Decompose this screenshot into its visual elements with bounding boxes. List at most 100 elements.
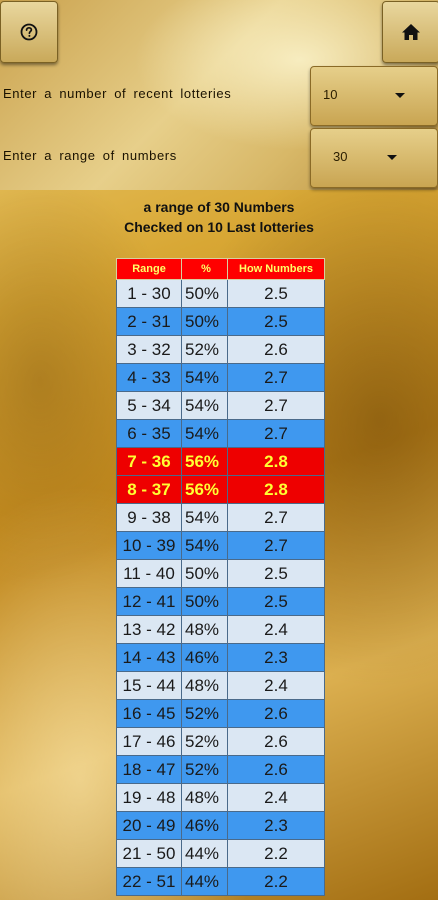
table-row: 9 - 38 54% 2.7 bbox=[116, 503, 325, 532]
how-numbers-cell: 2.6 bbox=[227, 755, 325, 784]
range-cell: 1 - 30 bbox=[116, 279, 182, 308]
percent-cell: 46% bbox=[181, 811, 228, 840]
table-body: 1 - 30 50% 2.5 2 - 31 50% 2.5 3 - 32 52% 2.6 4 - … bbox=[116, 279, 325, 896]
chevron-down-icon bbox=[387, 155, 397, 160]
percent-cell: 44% bbox=[181, 839, 228, 868]
range-dropdown[interactable]: 30 bbox=[310, 128, 438, 188]
range-cell: 5 - 34 bbox=[116, 391, 182, 420]
table-header-row: Range % How Numbers bbox=[116, 258, 325, 280]
table-row: 22 - 51 44% 2.2 bbox=[116, 867, 325, 896]
table-row: 20 - 49 46% 2.3 bbox=[116, 811, 325, 840]
chevron-down-icon bbox=[395, 93, 405, 98]
percent-cell: 54% bbox=[181, 391, 228, 420]
percent-cell: 52% bbox=[181, 335, 228, 364]
how-numbers-cell: 2.7 bbox=[227, 391, 325, 420]
how-numbers-cell: 2.3 bbox=[227, 811, 325, 840]
table-row: 8 - 37 56% 2.8 bbox=[116, 475, 325, 504]
how-numbers-cell: 2.7 bbox=[227, 531, 325, 560]
percent-cell: 50% bbox=[181, 307, 228, 336]
how-numbers-cell: 2.6 bbox=[227, 335, 325, 364]
how-numbers-cell: 2.8 bbox=[227, 475, 325, 504]
table-row: 10 - 39 54% 2.7 bbox=[116, 531, 325, 560]
range-cell: 13 - 42 bbox=[116, 615, 182, 644]
table-row: 2 - 31 50% 2.5 bbox=[116, 307, 325, 336]
how-numbers-cell: 2.7 bbox=[227, 363, 325, 392]
home-button[interactable] bbox=[382, 1, 438, 63]
header-percent: % bbox=[181, 258, 228, 280]
how-numbers-cell: 2.7 bbox=[227, 503, 325, 532]
table-row: 11 - 40 50% 2.5 bbox=[116, 559, 325, 588]
table-row: 15 - 44 48% 2.4 bbox=[116, 671, 325, 700]
range-label: Enter a range of numbers bbox=[3, 148, 177, 163]
header-how-numbers: How Numbers bbox=[227, 258, 325, 280]
range-cell: 19 - 48 bbox=[116, 783, 182, 812]
range-cell: 18 - 47 bbox=[116, 755, 182, 784]
how-numbers-cell: 2.8 bbox=[227, 447, 325, 476]
summary-line-2: Checked on 10 Last lotteries bbox=[124, 219, 314, 235]
percent-cell: 48% bbox=[181, 783, 228, 812]
table-row: 6 - 35 54% 2.7 bbox=[116, 419, 325, 448]
range-cell: 3 - 32 bbox=[116, 335, 182, 364]
percent-cell: 56% bbox=[181, 475, 228, 504]
recent-lotteries-label: Enter a number of recent lotteries bbox=[3, 86, 232, 101]
percent-cell: 48% bbox=[181, 615, 228, 644]
table-row: 18 - 47 52% 2.6 bbox=[116, 755, 325, 784]
percent-cell: 46% bbox=[181, 643, 228, 672]
recent-lotteries-value: 10 bbox=[323, 87, 338, 102]
how-numbers-cell: 2.2 bbox=[227, 839, 325, 868]
range-cell: 11 - 40 bbox=[116, 559, 182, 588]
how-numbers-cell: 2.5 bbox=[227, 559, 325, 588]
how-numbers-cell: 2.6 bbox=[227, 699, 325, 728]
table-row: 14 - 43 46% 2.3 bbox=[116, 643, 325, 672]
results-table: Range % How Numbers 1 - 30 50% 2.5 2 - 31 50… bbox=[116, 258, 325, 896]
range-value: 30 bbox=[333, 149, 348, 164]
range-cell: 7 - 36 bbox=[116, 447, 182, 476]
percent-cell: 56% bbox=[181, 447, 228, 476]
range-cell: 15 - 44 bbox=[116, 671, 182, 700]
range-cell: 14 - 43 bbox=[116, 643, 182, 672]
table-row: 12 - 41 50% 2.5 bbox=[116, 587, 325, 616]
range-cell: 17 - 46 bbox=[116, 727, 182, 756]
range-cell: 22 - 51 bbox=[116, 867, 182, 896]
range-cell: 16 - 45 bbox=[116, 699, 182, 728]
percent-cell: 52% bbox=[181, 755, 228, 784]
percent-cell: 48% bbox=[181, 671, 228, 700]
range-cell: 8 - 37 bbox=[116, 475, 182, 504]
how-numbers-cell: 2.5 bbox=[227, 279, 325, 308]
range-cell: 2 - 31 bbox=[116, 307, 182, 336]
how-numbers-cell: 2.2 bbox=[227, 867, 325, 896]
table-row: 3 - 32 52% 2.6 bbox=[116, 335, 325, 364]
percent-cell: 50% bbox=[181, 559, 228, 588]
how-numbers-cell: 2.6 bbox=[227, 727, 325, 756]
how-numbers-cell: 2.7 bbox=[227, 419, 325, 448]
percent-cell: 54% bbox=[181, 531, 228, 560]
how-numbers-cell: 2.5 bbox=[227, 307, 325, 336]
range-cell: 20 - 49 bbox=[116, 811, 182, 840]
range-cell: 4 - 33 bbox=[116, 363, 182, 392]
summary-line-1: a range of 30 Numbers bbox=[143, 199, 295, 215]
range-cell: 12 - 41 bbox=[116, 587, 182, 616]
percent-cell: 54% bbox=[181, 503, 228, 532]
range-cell: 21 - 50 bbox=[116, 839, 182, 868]
percent-cell: 52% bbox=[181, 727, 228, 756]
table-row: 5 - 34 54% 2.7 bbox=[116, 391, 325, 420]
home-icon bbox=[402, 24, 420, 40]
percent-cell: 52% bbox=[181, 699, 228, 728]
how-numbers-cell: 2.4 bbox=[227, 615, 325, 644]
table-row: 21 - 50 44% 2.2 bbox=[116, 839, 325, 868]
table-row: 4 - 33 54% 2.7 bbox=[116, 363, 325, 392]
how-numbers-cell: 2.3 bbox=[227, 643, 325, 672]
how-numbers-cell: 2.5 bbox=[227, 587, 325, 616]
range-cell: 10 - 39 bbox=[116, 531, 182, 560]
table-row: 7 - 36 56% 2.8 bbox=[116, 447, 325, 476]
percent-cell: 54% bbox=[181, 363, 228, 392]
help-button[interactable] bbox=[0, 1, 58, 63]
table-row: 16 - 45 52% 2.6 bbox=[116, 699, 325, 728]
percent-cell: 44% bbox=[181, 867, 228, 896]
percent-cell: 54% bbox=[181, 419, 228, 448]
recent-lotteries-dropdown[interactable]: 10 bbox=[310, 66, 438, 126]
how-numbers-cell: 2.4 bbox=[227, 783, 325, 812]
table-row: 13 - 42 48% 2.4 bbox=[116, 615, 325, 644]
header-range: Range bbox=[116, 258, 182, 280]
table-row: 17 - 46 52% 2.6 bbox=[116, 727, 325, 756]
